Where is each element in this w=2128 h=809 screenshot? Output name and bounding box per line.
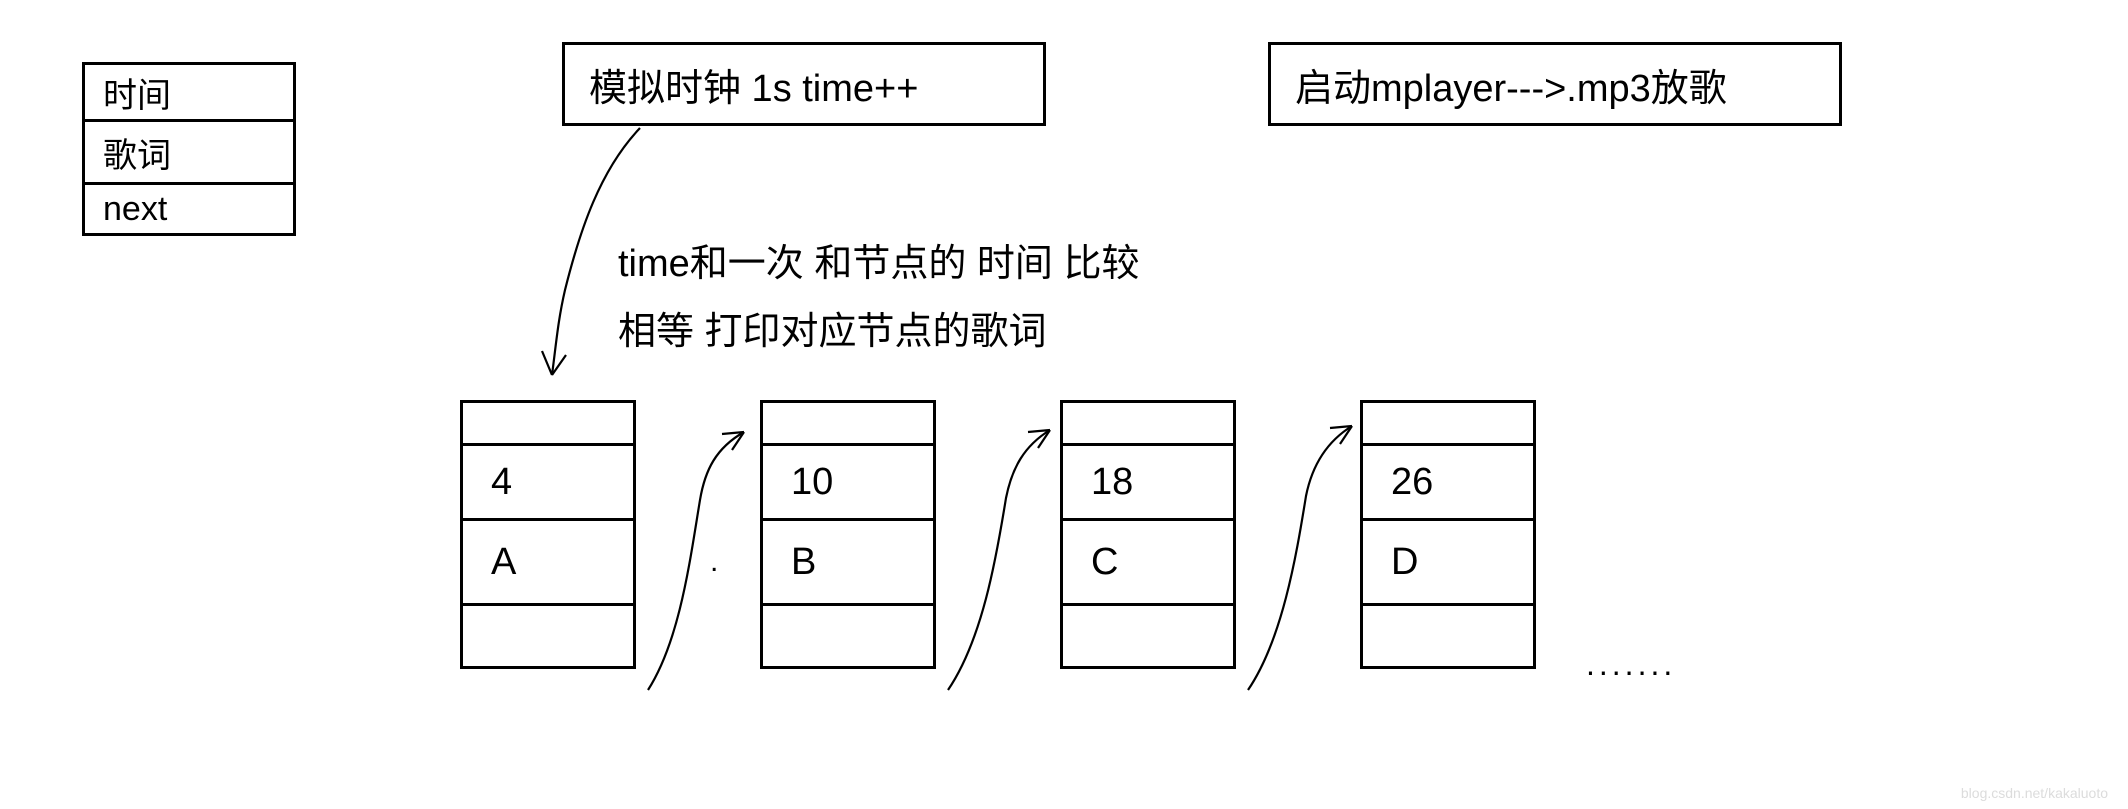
clock-box: 模拟时钟 1s time++ [562, 42, 1046, 126]
node-time-cell: 4 [463, 446, 633, 521]
node-lyric-value: B [791, 541, 816, 584]
desc-line-1: time和一次 和节点的 时间 比较 [618, 232, 1139, 287]
node-time-cell: 26 [1363, 446, 1533, 521]
watermark: blog.csdn.net/kakaluoto [1961, 785, 2108, 801]
node-next-cell [763, 606, 933, 666]
list-node: 4 A [460, 400, 636, 669]
node-next-cell [1363, 606, 1533, 666]
node-lyric-value: D [1391, 541, 1418, 584]
node-top-blank [763, 403, 933, 446]
node-lyric-cell: B [763, 521, 933, 606]
node-time-value: 10 [791, 461, 833, 504]
mplayer-box: 启动mplayer--->.mp3放歌 [1268, 42, 1842, 126]
struct-box: 时间 歌词 next [82, 62, 296, 236]
list-node: 18 C [1060, 400, 1236, 669]
arrow-node-link [1248, 426, 1352, 690]
stray-dot: . [710, 545, 718, 579]
node-top-blank [1063, 403, 1233, 446]
list-node: 10 B [760, 400, 936, 669]
node-next-cell [1063, 606, 1233, 666]
struct-field-time: 时间 [85, 65, 293, 122]
node-next-cell [463, 606, 633, 666]
arrow-node-link [948, 430, 1050, 690]
struct-field-lyric-label: 歌词 [103, 128, 171, 177]
node-lyric-value: A [491, 541, 516, 584]
node-top-blank [463, 403, 633, 446]
node-time-value: 4 [491, 461, 512, 504]
node-time-cell: 10 [763, 446, 933, 521]
mplayer-box-label: 启动mplayer--->.mp3放歌 [1295, 57, 1727, 112]
list-node: 26 D [1360, 400, 1536, 669]
desc-line-2: 相等 打印对应节点的歌词 [618, 300, 1047, 355]
node-lyric-cell: C [1063, 521, 1233, 606]
struct-field-lyric: 歌词 [85, 122, 293, 185]
node-time-cell: 18 [1063, 446, 1233, 521]
node-time-value: 18 [1091, 461, 1133, 504]
clock-box-label: 模拟时钟 1s time++ [589, 57, 918, 112]
ellipsis: ....... [1586, 646, 1676, 683]
node-lyric-value: C [1091, 541, 1118, 584]
struct-field-time-label: 时间 [103, 68, 171, 117]
struct-field-next-label: next [103, 190, 167, 229]
node-time-value: 26 [1391, 461, 1433, 504]
struct-field-next: next [85, 185, 293, 233]
node-top-blank [1363, 403, 1533, 446]
node-lyric-cell: D [1363, 521, 1533, 606]
node-lyric-cell: A [463, 521, 633, 606]
arrow-node-link [648, 432, 744, 690]
